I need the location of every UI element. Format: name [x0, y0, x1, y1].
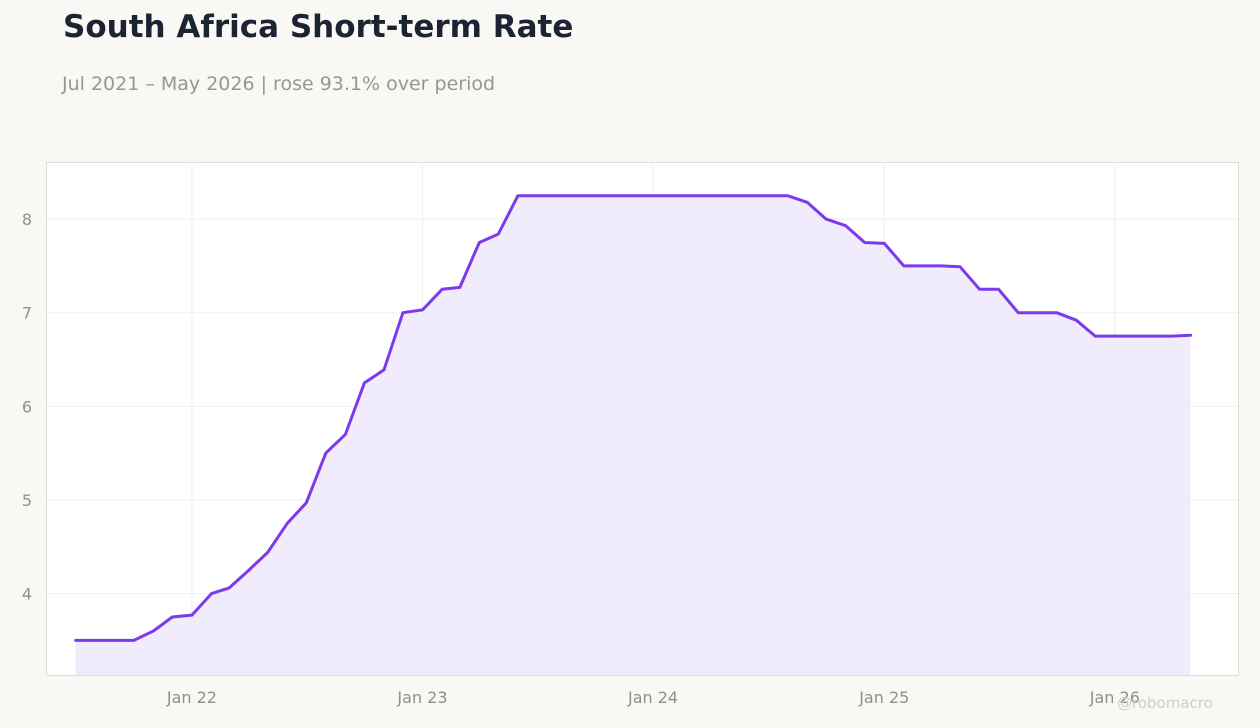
x-tick-label: Jan 23 — [396, 688, 447, 707]
x-tick-label: Jan 22 — [166, 688, 217, 707]
x-tick-label: Jan 24 — [627, 688, 678, 707]
chart-title: South Africa Short-term Rate — [63, 9, 574, 45]
watermark: @robomacro — [1117, 694, 1213, 712]
x-tick-label: Jan 25 — [858, 688, 909, 707]
series-area-fill — [75, 195, 1191, 675]
y-tick-label: 8 — [22, 210, 32, 229]
y-tick-label: 5 — [22, 491, 32, 510]
y-tick-label: 7 — [22, 304, 32, 323]
chart-subtitle: Jul 2021 – May 2026 | rose 93.1% over pe… — [62, 73, 496, 95]
y-tick-label: 4 — [22, 585, 32, 604]
x-tick-label: Jan 26 — [1089, 688, 1140, 707]
series-line — [74, 194, 1193, 642]
y-tick-label: 6 — [22, 397, 32, 416]
